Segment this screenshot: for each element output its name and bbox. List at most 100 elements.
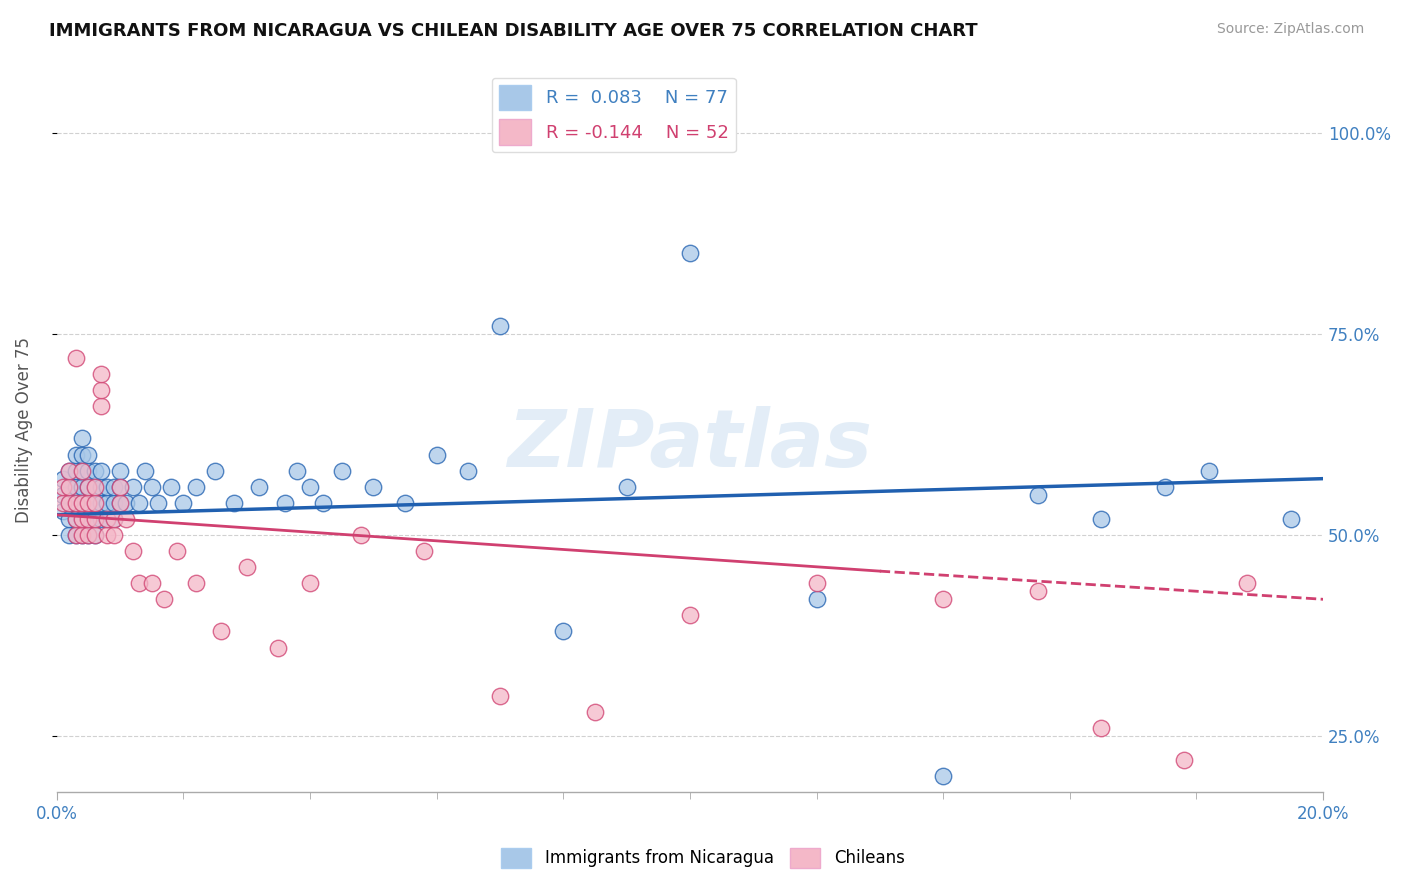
- Point: [103, 528, 125, 542]
- Point: [204, 464, 226, 478]
- Point: [96, 512, 118, 526]
- Point: [70, 464, 93, 478]
- Point: [1090, 721, 1112, 735]
- Point: [583, 705, 606, 719]
- Point: [172, 496, 194, 510]
- Point: [70, 448, 93, 462]
- Point: [96, 480, 118, 494]
- Point: [426, 448, 449, 462]
- Point: [115, 512, 138, 526]
- Point: [96, 496, 118, 510]
- Point: [58, 496, 80, 510]
- Point: [52, 480, 75, 494]
- Point: [83, 496, 105, 510]
- Point: [90, 512, 112, 526]
- Point: [52, 488, 75, 502]
- Point: [146, 496, 169, 510]
- Point: [65, 496, 87, 510]
- Point: [932, 592, 955, 607]
- Point: [83, 480, 105, 494]
- Point: [52, 472, 75, 486]
- Point: [141, 480, 163, 494]
- Point: [108, 480, 131, 494]
- Point: [77, 512, 100, 526]
- Point: [489, 689, 512, 703]
- Point: [52, 496, 75, 510]
- Point: [70, 528, 93, 542]
- Point: [285, 464, 308, 478]
- Point: [70, 432, 93, 446]
- Point: [65, 528, 87, 542]
- Point: [412, 544, 434, 558]
- Point: [65, 496, 87, 510]
- Point: [932, 769, 955, 783]
- Point: [83, 528, 105, 542]
- Point: [77, 496, 100, 510]
- Point: [267, 640, 290, 655]
- Point: [298, 576, 321, 591]
- Point: [77, 528, 100, 542]
- Point: [1198, 464, 1220, 478]
- Point: [1236, 576, 1258, 591]
- Text: ZIPatlas: ZIPatlas: [508, 406, 872, 483]
- Point: [65, 528, 87, 542]
- Point: [235, 560, 257, 574]
- Point: [159, 480, 181, 494]
- Point: [806, 576, 828, 591]
- Point: [70, 496, 93, 510]
- Point: [83, 496, 105, 510]
- Point: [90, 383, 112, 397]
- Point: [103, 480, 125, 494]
- Point: [90, 399, 112, 413]
- Point: [128, 496, 150, 510]
- Point: [141, 576, 163, 591]
- Point: [103, 496, 125, 510]
- Point: [58, 528, 80, 542]
- Point: [1090, 512, 1112, 526]
- Point: [70, 512, 93, 526]
- Point: [77, 528, 100, 542]
- Point: [58, 512, 80, 526]
- Point: [1153, 480, 1175, 494]
- Point: [457, 464, 479, 478]
- Point: [83, 528, 105, 542]
- Point: [222, 496, 245, 510]
- Point: [1281, 512, 1303, 526]
- Point: [209, 624, 232, 639]
- Point: [70, 496, 93, 510]
- Point: [58, 496, 80, 510]
- Point: [83, 480, 105, 494]
- Point: [349, 528, 371, 542]
- Point: [65, 512, 87, 526]
- Point: [128, 576, 150, 591]
- Point: [65, 448, 87, 462]
- Point: [70, 464, 93, 478]
- Point: [58, 464, 80, 478]
- Point: [115, 496, 138, 510]
- Point: [96, 528, 118, 542]
- Point: [90, 480, 112, 494]
- Point: [70, 528, 93, 542]
- Point: [108, 496, 131, 510]
- Point: [806, 592, 828, 607]
- Point: [58, 464, 80, 478]
- Point: [70, 512, 93, 526]
- Point: [166, 544, 188, 558]
- Point: [96, 512, 118, 526]
- Point: [77, 496, 100, 510]
- Point: [108, 496, 131, 510]
- Point: [58, 480, 80, 494]
- Point: [134, 464, 156, 478]
- Point: [121, 544, 143, 558]
- Point: [108, 464, 131, 478]
- Point: [77, 512, 100, 526]
- Point: [273, 496, 295, 510]
- Point: [1026, 488, 1049, 502]
- Point: [184, 576, 207, 591]
- Point: [65, 512, 87, 526]
- Y-axis label: Disability Age Over 75: Disability Age Over 75: [15, 337, 32, 524]
- Point: [65, 480, 87, 494]
- Point: [330, 464, 353, 478]
- Point: [77, 448, 100, 462]
- Point: [90, 367, 112, 381]
